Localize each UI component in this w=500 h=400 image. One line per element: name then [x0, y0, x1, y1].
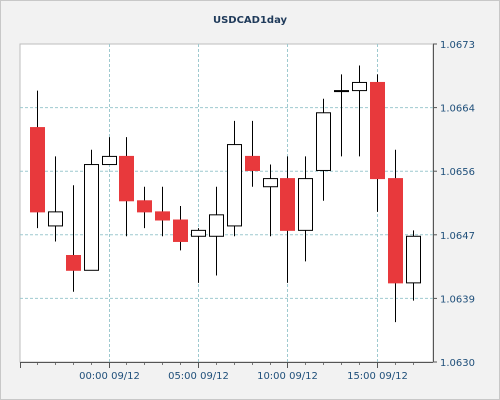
candle-body-bearish [173, 219, 188, 242]
candle-body-bullish [191, 229, 206, 237]
candle [227, 120, 242, 237]
axes: 1.0673 1.0664 1.0656 1.0647 1.0639 1.0630 00:0… [20, 40, 475, 382]
y-tick-label: 1.0673 [440, 40, 475, 51]
candles [30, 65, 421, 323]
candle [209, 186, 224, 276]
candle-body-bullish [48, 211, 63, 227]
candle [388, 149, 403, 323]
candle-body-bullish [227, 144, 242, 227]
candle [48, 156, 63, 242]
candle [137, 186, 152, 229]
x-tick-label: 05:00 09/12 [168, 371, 229, 382]
candle-body-bullish [334, 90, 349, 93]
candle-body-bearish [388, 178, 403, 284]
candle [298, 156, 313, 262]
x-tick-label: 00:00 09/12 [79, 371, 140, 382]
candle-body-bearish [30, 127, 45, 213]
candle-body-bullish [209, 214, 224, 237]
y-tick-label: 1.0656 [440, 167, 475, 178]
candle [334, 74, 349, 157]
candle-body-bullish [406, 235, 421, 284]
y-tick-label: 1.0639 [440, 294, 475, 305]
candle [173, 205, 188, 251]
candle-body-bullish [84, 164, 99, 271]
x-tick-label: 10:00 09/12 [257, 371, 318, 382]
candle-body-bearish [155, 211, 170, 221]
candle [66, 185, 81, 292]
x-tick-label: 15:00 09/12 [347, 371, 408, 382]
candle-body-bearish [119, 155, 134, 202]
candle [406, 230, 421, 301]
candle [245, 120, 260, 187]
candle [191, 228, 206, 283]
chart-title: USDCAD1day [213, 15, 288, 26]
y-tick-label: 1.0647 [440, 231, 475, 242]
candle-body-bullish [298, 178, 313, 231]
candle-body-bullish [102, 155, 117, 166]
candle [84, 149, 99, 271]
candle [155, 186, 170, 237]
candle [316, 98, 331, 201]
candle-body-bearish [137, 200, 152, 213]
candle-body-bullish [352, 81, 367, 92]
candle [30, 90, 45, 229]
candle [280, 156, 295, 283]
candle-body-bearish [66, 255, 81, 271]
candle [102, 137, 117, 166]
candle [352, 65, 367, 157]
candle-body-bearish [370, 81, 385, 180]
candle-body-bullish [316, 112, 331, 171]
candle-body-bullish [263, 178, 278, 188]
candle [119, 137, 134, 237]
candle-body-bearish [245, 155, 260, 171]
y-tick-label: 1.0630 [440, 358, 475, 369]
candle [370, 74, 385, 212]
y-tick-label: 1.0664 [440, 104, 475, 115]
candle-body-bearish [280, 178, 295, 231]
candle [263, 164, 278, 237]
